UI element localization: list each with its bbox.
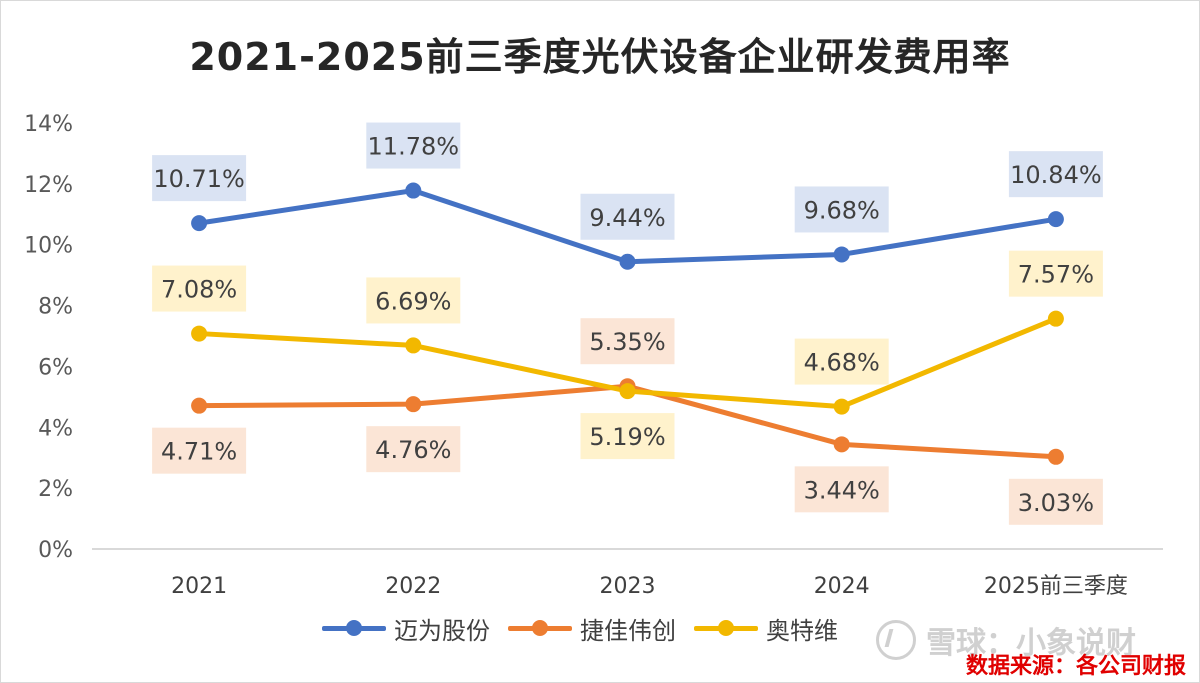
data-label: 6.69%: [375, 287, 451, 315]
legend: 迈为股份 捷佳伟创 奥特维: [322, 610, 838, 646]
data-label: 9.68%: [804, 196, 880, 224]
legend-swatch-jiejia: [508, 616, 572, 640]
data-point-1-0: [191, 397, 208, 414]
data-label-box: [366, 122, 461, 169]
data-point-2-2: [619, 383, 636, 400]
xueqiu-logo-icon: [876, 620, 916, 660]
data-point-2-0: [191, 325, 208, 342]
watermark: 雪球：小象说财: [876, 618, 1136, 662]
data-label: 11.78%: [368, 133, 460, 161]
legend-label-aotewei: 奥特维: [766, 616, 838, 645]
data-label-box: [794, 186, 889, 233]
y-tick-label: 14%: [24, 112, 73, 137]
data-label-box: [580, 318, 675, 365]
x-tick-label: 2021: [171, 574, 227, 599]
legend-label-maiwei: 迈为股份: [394, 616, 490, 645]
data-label: 4.76%: [375, 436, 451, 464]
data-label-box: [366, 277, 461, 324]
x-tick-label: 2025前三季度: [984, 574, 1128, 599]
data-point-2-4: [1047, 310, 1064, 327]
data-label: 7.57%: [1018, 261, 1094, 289]
data-point-0-0: [191, 215, 208, 232]
data-label: 3.03%: [1018, 489, 1094, 517]
y-tick-label: 0%: [38, 538, 73, 563]
data-label-box: [580, 193, 675, 240]
legend-swatch-maiwei: [322, 616, 386, 640]
data-label-box: [794, 338, 889, 385]
data-label: 3.44%: [804, 476, 880, 504]
data-point-0-1: [405, 182, 422, 199]
y-tick-label: 12%: [24, 173, 73, 198]
y-tick-label: 2%: [38, 477, 73, 502]
data-label-box: [1008, 478, 1103, 525]
data-label: 10.71%: [153, 165, 245, 193]
data-label-box: [152, 427, 247, 474]
data-label-box: [794, 466, 889, 513]
legend-item-maiwei: 迈为股份: [322, 611, 490, 646]
y-tick-label: 8%: [38, 295, 73, 320]
data-point-1-4: [1047, 448, 1064, 465]
data-label-box: [1008, 250, 1103, 297]
x-tick-label: 2023: [600, 574, 656, 599]
data-label: 10.84%: [1010, 161, 1102, 189]
data-point-0-3: [833, 246, 850, 263]
data-label: 4.71%: [161, 438, 237, 466]
data-label-box: [152, 155, 247, 202]
data-label: 5.35%: [589, 328, 665, 356]
watermark-text: 雪球：小象说财: [926, 626, 1136, 661]
data-point-2-3: [833, 398, 850, 415]
data-label: 9.44%: [589, 204, 665, 232]
data-point-0-4: [1047, 211, 1064, 228]
source-note: 数据来源：各公司财报: [965, 654, 1186, 679]
data-label: 7.08%: [161, 276, 237, 304]
data-point-1-1: [405, 396, 422, 413]
data-label-box: [580, 413, 675, 460]
data-label: 4.68%: [804, 349, 880, 377]
data-point-2-1: [405, 337, 422, 354]
legend-swatch-aotewei: [694, 616, 758, 640]
data-label-box: [152, 265, 247, 312]
x-tick-label: 2022: [385, 574, 441, 599]
data-point-1-3: [833, 436, 850, 453]
y-tick-label: 6%: [38, 355, 73, 380]
y-tick-label: 4%: [38, 416, 73, 441]
legend-item-aotewei: 奥特维: [694, 611, 838, 646]
chart-title: 2021-2025前三季度光伏设备企业研发费用率: [189, 35, 1011, 79]
x-tick-label: 2024: [814, 574, 870, 599]
y-tick-label: 10%: [24, 234, 73, 259]
data-label-box: [1008, 151, 1103, 198]
legend-label-jiejia: 捷佳伟创: [580, 616, 676, 645]
data-label-box: [366, 426, 461, 473]
legend-item-jiejia: 捷佳伟创: [508, 611, 676, 646]
data-point-0-2: [619, 253, 636, 270]
data-label: 5.19%: [589, 423, 665, 451]
